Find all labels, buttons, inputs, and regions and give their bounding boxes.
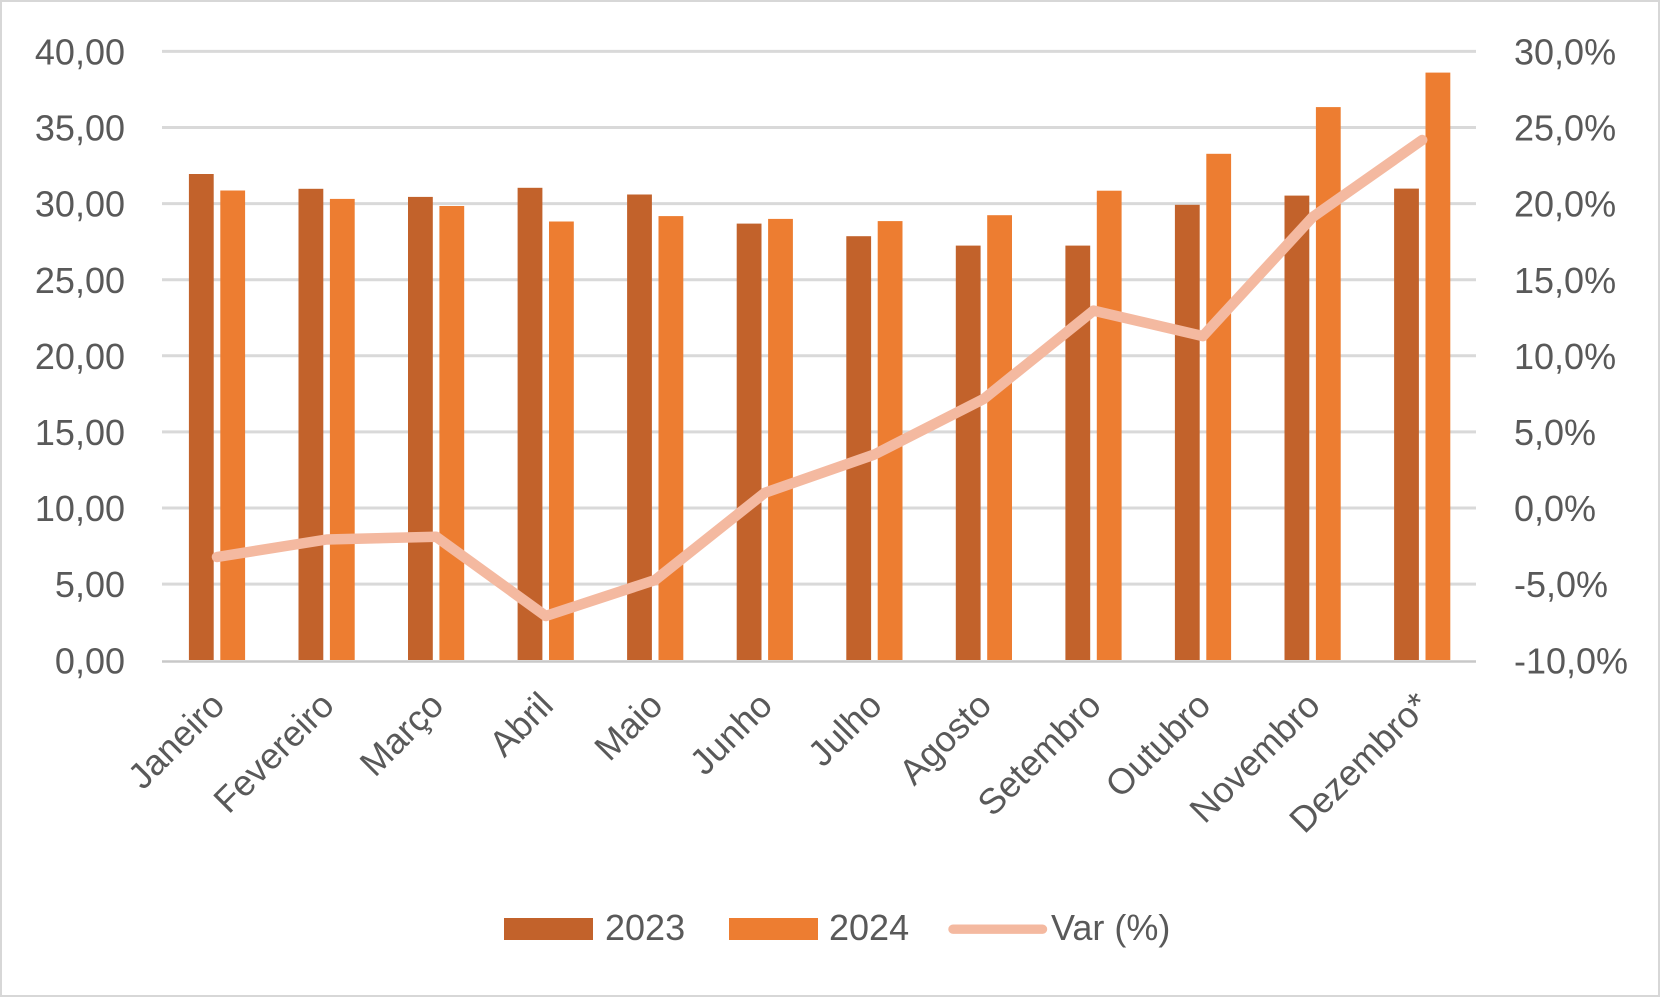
svg-text:10,0%: 10,0%: [1514, 336, 1616, 377]
svg-text:Var (%): Var (%): [1051, 907, 1170, 948]
svg-text:2023: 2023: [605, 907, 685, 948]
svg-text:10,00: 10,00: [35, 488, 125, 529]
svg-text:40,00: 40,00: [35, 32, 125, 73]
svg-text:2024: 2024: [829, 907, 909, 948]
svg-text:15,00: 15,00: [35, 412, 125, 453]
svg-text:-10,0%: -10,0%: [1514, 640, 1628, 681]
svg-text:-5,0%: -5,0%: [1514, 564, 1608, 605]
svg-text:5,00: 5,00: [55, 564, 125, 605]
svg-text:5,0%: 5,0%: [1514, 412, 1596, 453]
svg-text:20,00: 20,00: [35, 336, 125, 377]
svg-text:25,00: 25,00: [35, 260, 125, 301]
svg-text:30,00: 30,00: [35, 184, 125, 225]
svg-text:20,0%: 20,0%: [1514, 184, 1616, 225]
svg-text:25,0%: 25,0%: [1514, 108, 1616, 149]
svg-text:35,00: 35,00: [35, 108, 125, 149]
svg-text:0,0%: 0,0%: [1514, 488, 1596, 529]
svg-text:30,0%: 30,0%: [1514, 32, 1616, 73]
svg-text:0,00: 0,00: [55, 640, 125, 681]
svg-text:15,0%: 15,0%: [1514, 260, 1616, 301]
